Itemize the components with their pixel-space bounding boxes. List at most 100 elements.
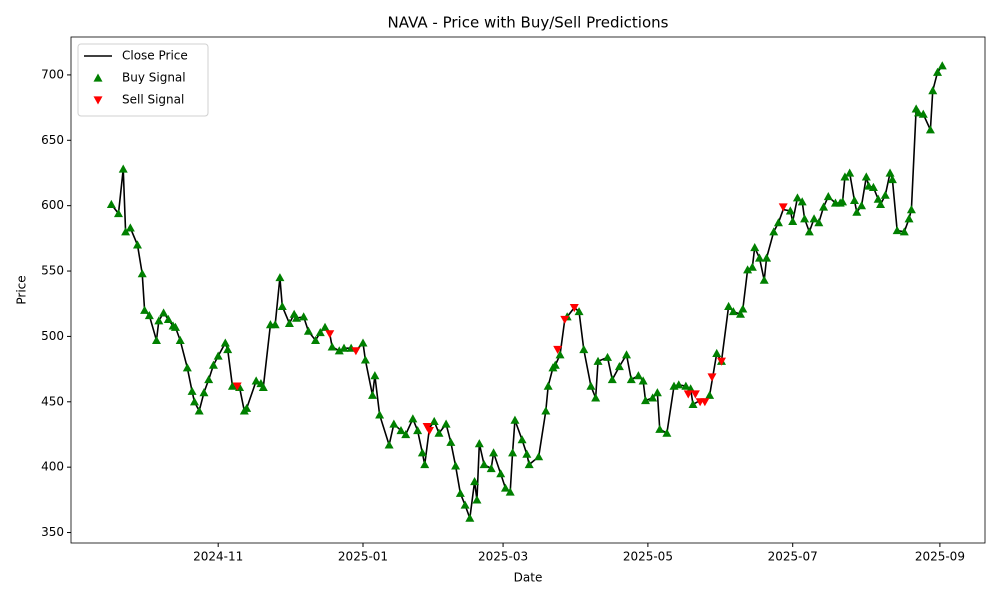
buy-marker [339,343,349,352]
buy-marker [510,415,520,424]
buy-marker [320,322,330,331]
buy-marker [292,313,302,322]
buy-marker [593,356,603,365]
sell-marker [424,426,434,436]
buy-marker [819,202,829,211]
buy-marker [420,460,430,469]
buy-marker [861,172,871,181]
buy-marker [543,381,553,390]
buy-marker [258,382,268,392]
buy-marker [284,318,294,327]
buy-marker [154,316,164,325]
buy-marker [541,406,551,415]
buy-marker [555,350,565,359]
buy-marker [223,344,233,354]
buy-marker [728,307,738,316]
buy-marker [189,397,199,406]
buy-marker [208,360,218,369]
buy-marker [125,223,135,232]
y-tick-label: 550 [41,264,64,278]
legend-box [77,43,209,117]
y-axis-label: Price [15,275,29,304]
sell-marker [560,315,570,324]
buy-marker [579,344,589,354]
buy-marker [868,182,878,191]
buy-marker [151,335,161,344]
sell-marker [716,357,726,366]
y-tick-label: 350 [41,525,64,539]
y-tick-label: 600 [41,198,64,212]
buy-marker [762,253,772,262]
buy-marker [885,168,895,177]
buy-marker [194,406,204,415]
legend-swatch [93,73,103,82]
buy-marker [788,216,798,225]
buy-marker [681,381,691,390]
legend-label: Buy Signal [122,71,186,85]
buy-marker [496,469,506,478]
x-tick-label: 2025-01 [338,550,388,564]
buy-marker [773,218,783,227]
buy-marker [797,197,807,206]
buy-marker [334,346,344,355]
buy-marker [638,376,648,385]
buy-marker [823,192,833,201]
buy-marker [460,500,470,509]
buy-marker [591,393,601,402]
buy-marker [712,348,722,358]
buy-marker [384,440,394,449]
buy-marker [849,195,859,205]
buy-marker [754,253,764,262]
chart-title: NAVA - Price with Buy/Sell Predictions [388,14,669,32]
plot-frame [70,36,986,544]
buy-marker [804,227,814,236]
buy-marker [505,487,515,496]
buy-marker [106,199,116,208]
buy-marker [550,360,560,369]
buy-marker [655,424,665,433]
buy-marker [159,308,169,317]
buy-marker [277,301,287,310]
buy-marker [455,488,465,497]
buy-marker [360,355,370,364]
buy-marker [242,403,252,412]
buy-marker [500,483,510,492]
buy-marker [904,214,914,223]
buy-marker [434,428,444,437]
buy-marker [299,312,309,321]
buy-marker [137,269,147,278]
buy-marker [474,439,484,448]
buy-marker [479,460,489,469]
buy-marker [759,275,769,284]
buy-marker [662,428,672,437]
buy-marker [429,416,439,426]
buy-marker [370,371,380,380]
buy-marker [906,205,916,214]
buy-marker [358,338,368,347]
buy-marker [652,388,662,397]
x-tick-label: 2025-07 [768,550,818,564]
buy-marker [747,262,757,271]
buy-marker [769,227,779,236]
buy-marker [204,375,214,384]
x-tick-label: 2025-03 [478,550,528,564]
buy-marker [641,395,651,405]
buy-marker [899,227,909,236]
legend-label: Sell Signal [122,93,184,107]
buy-marker [413,426,423,435]
sell-marker [683,390,693,399]
sell-marker [569,304,579,313]
buy-marker [674,380,684,389]
buy-marker [489,448,499,457]
buy-marker [113,209,123,218]
buy-marker [800,214,810,223]
buy-marker [750,243,760,252]
buy-marker [408,414,418,423]
buy-marker [163,314,173,324]
buy-marker [389,419,399,428]
buy-marker [686,384,696,393]
y-tick-label: 500 [41,329,64,343]
buy-marker [705,390,715,399]
buy-marker [852,207,862,216]
buy-marker [574,307,584,316]
